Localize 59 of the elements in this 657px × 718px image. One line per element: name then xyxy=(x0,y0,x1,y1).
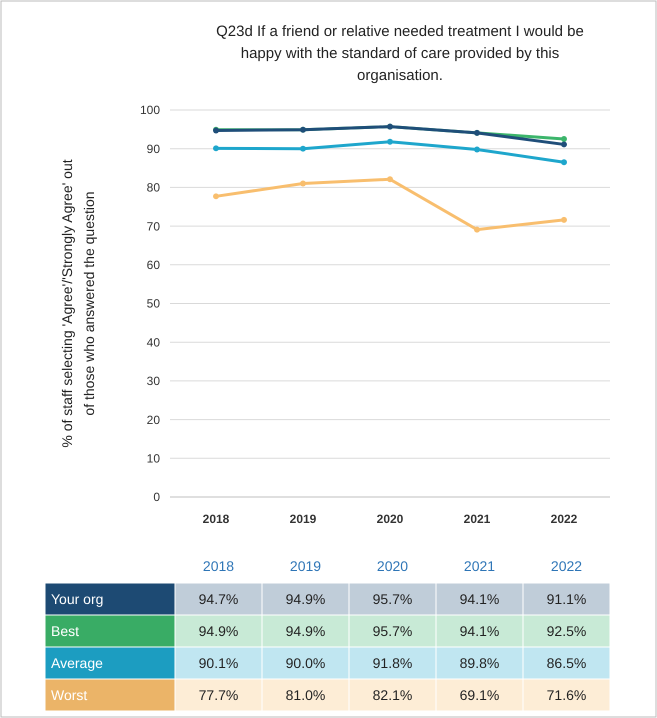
x-tick-label: 2018 xyxy=(202,512,230,526)
point xyxy=(561,216,567,223)
data-label: 95.7% xyxy=(372,590,412,607)
point xyxy=(387,138,393,145)
category-label: 2021 xyxy=(464,558,496,574)
y-tick-label: 80 xyxy=(146,180,160,195)
data-label: 94.9% xyxy=(198,622,238,639)
point xyxy=(213,145,219,152)
y-tick-label: 50 xyxy=(146,296,160,311)
data-label: 69.1% xyxy=(460,686,500,703)
text: Your org xyxy=(51,590,104,607)
data-label: 90.1% xyxy=(198,654,238,671)
text: Worst xyxy=(51,686,88,703)
data-label: 94.9% xyxy=(286,590,326,607)
point xyxy=(300,146,306,152)
point xyxy=(213,193,219,200)
y-tick-label: 0 xyxy=(153,490,160,504)
data-label: 89.8% xyxy=(460,654,500,671)
data-label: 71.6% xyxy=(546,686,586,703)
chart-title: Q23d If a friend or relative needed treatment I would be happy with the standard of care provided by this organisation. xyxy=(216,23,584,84)
point xyxy=(561,141,567,148)
data-label: 81.0% xyxy=(286,686,326,703)
data-label: 92.5% xyxy=(546,622,586,639)
point xyxy=(474,226,480,233)
category-label: 2020 xyxy=(376,558,408,574)
y-tick-label: 40 xyxy=(146,335,160,350)
x-tick-label: 2019 xyxy=(290,512,317,526)
data-label: 86.5% xyxy=(546,654,586,671)
category-label: 2019 xyxy=(290,558,322,574)
y-tick-label: 30 xyxy=(146,374,160,388)
x-tick-label: 2021 xyxy=(464,512,491,526)
point xyxy=(474,146,480,152)
text: Best xyxy=(51,622,80,639)
data-label: 94.1% xyxy=(460,622,500,639)
x-tick-label: 2020 xyxy=(376,512,404,526)
data-label: 82.1% xyxy=(372,686,412,703)
point xyxy=(387,176,393,182)
data-label: 94.1% xyxy=(460,590,500,607)
x-tick-label: 2022 xyxy=(550,512,578,526)
y-axis-title: % of staff selecting 'Agree'/'Strongly Agree' out of those who answered the question xyxy=(59,159,97,448)
data-label: 94.7% xyxy=(198,590,238,607)
point xyxy=(300,180,306,187)
category-label: 2018 xyxy=(202,558,234,574)
data-label: 91.8% xyxy=(372,654,412,671)
data-label: 95.7% xyxy=(372,622,412,639)
point xyxy=(561,159,567,166)
text: Average xyxy=(51,654,104,671)
y-tick-label: 70 xyxy=(146,219,160,234)
point xyxy=(561,136,567,142)
y-tick-label: 20 xyxy=(146,412,160,427)
data-label: 94.9% xyxy=(286,622,326,639)
y-tick-label: 90 xyxy=(146,142,160,156)
data-label: 91.1% xyxy=(546,590,586,607)
y-tick-label: 60 xyxy=(146,258,160,272)
data-label: 90.0% xyxy=(286,654,326,671)
y-tick-label: 10 xyxy=(146,452,160,466)
data-label: 77.7% xyxy=(198,686,238,703)
category-label: 2022 xyxy=(550,558,582,574)
y-tick-label: 100 xyxy=(140,103,160,118)
